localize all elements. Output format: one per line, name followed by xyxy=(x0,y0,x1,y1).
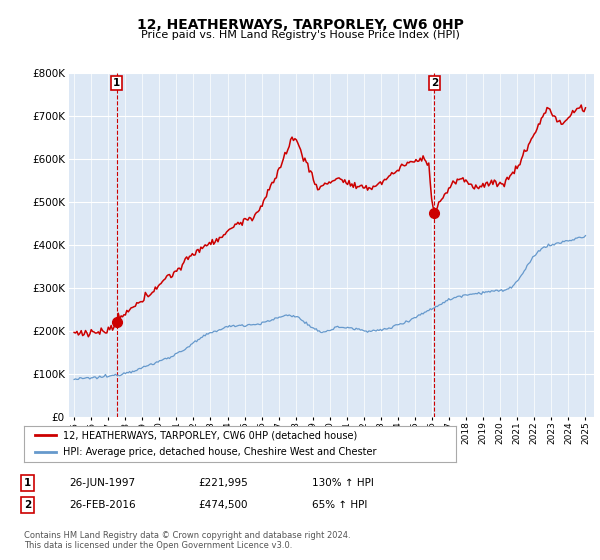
Text: 2: 2 xyxy=(431,78,438,88)
Text: 1: 1 xyxy=(24,478,31,488)
Text: 12, HEATHERWAYS, TARPORLEY, CW6 0HP: 12, HEATHERWAYS, TARPORLEY, CW6 0HP xyxy=(137,18,463,32)
Text: 26-FEB-2016: 26-FEB-2016 xyxy=(69,500,136,510)
Text: Contains HM Land Registry data © Crown copyright and database right 2024.: Contains HM Land Registry data © Crown c… xyxy=(24,531,350,540)
Text: HPI: Average price, detached house, Cheshire West and Chester: HPI: Average price, detached house, Ches… xyxy=(63,447,376,457)
Text: 130% ↑ HPI: 130% ↑ HPI xyxy=(312,478,374,488)
Text: 65% ↑ HPI: 65% ↑ HPI xyxy=(312,500,367,510)
Text: 2: 2 xyxy=(24,500,31,510)
Text: £221,995: £221,995 xyxy=(198,478,248,488)
Text: £474,500: £474,500 xyxy=(198,500,248,510)
Text: 26-JUN-1997: 26-JUN-1997 xyxy=(69,478,135,488)
Text: 12, HEATHERWAYS, TARPORLEY, CW6 0HP (detached house): 12, HEATHERWAYS, TARPORLEY, CW6 0HP (det… xyxy=(63,431,357,440)
Text: This data is licensed under the Open Government Licence v3.0.: This data is licensed under the Open Gov… xyxy=(24,541,292,550)
Text: 1: 1 xyxy=(113,78,120,88)
Text: Price paid vs. HM Land Registry's House Price Index (HPI): Price paid vs. HM Land Registry's House … xyxy=(140,30,460,40)
